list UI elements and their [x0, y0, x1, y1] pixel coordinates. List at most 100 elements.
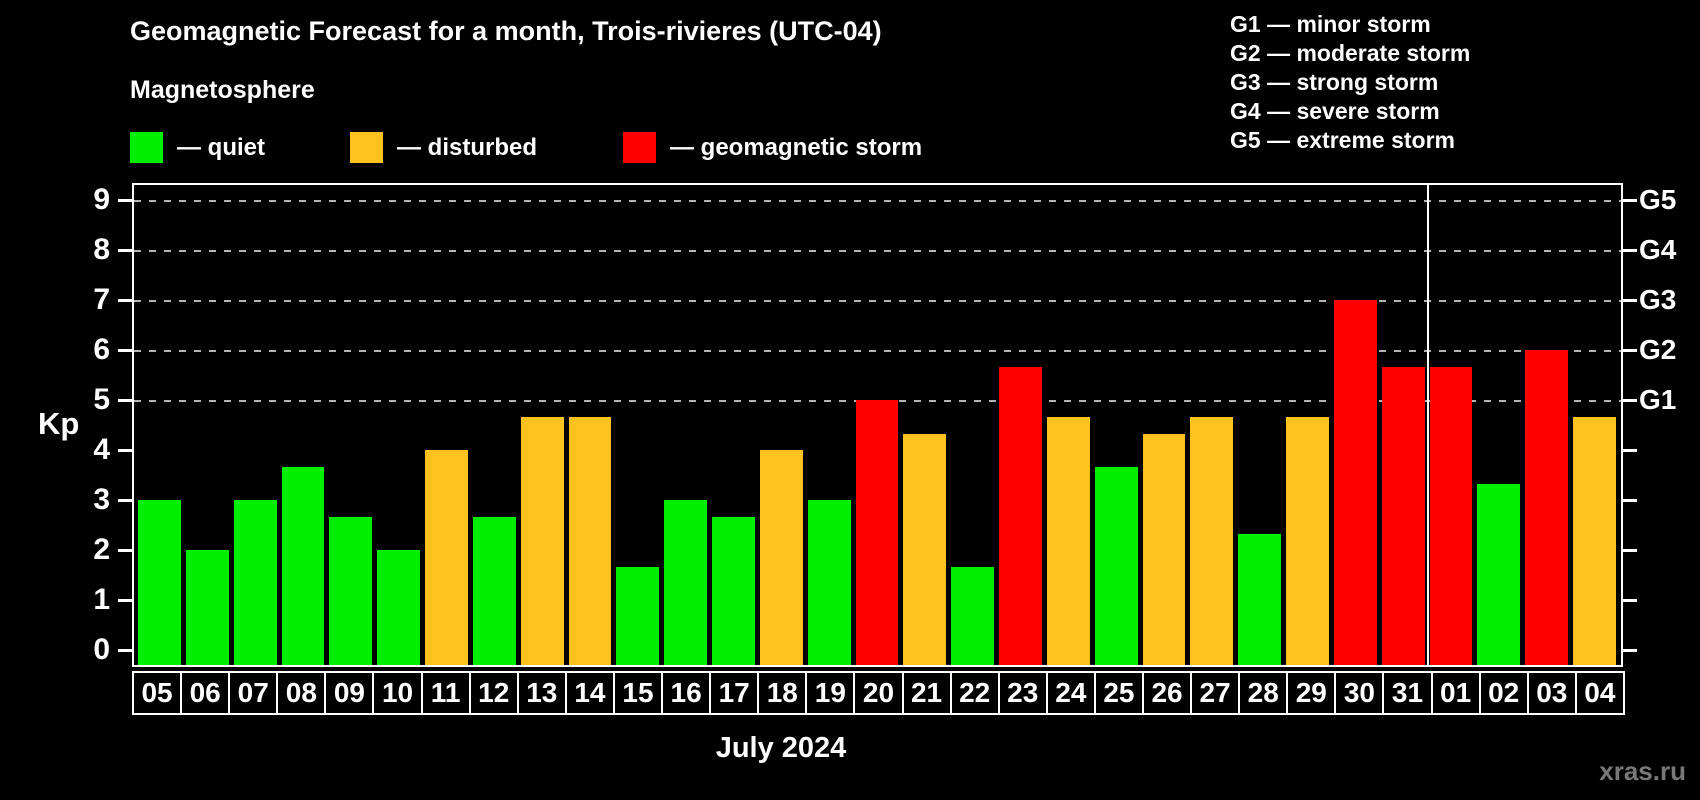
y-tick-left: [118, 349, 132, 352]
watermark: xras.ru: [1599, 756, 1686, 786]
gridline-kp6: [134, 350, 1621, 352]
day-label-box: 15: [612, 671, 664, 715]
day-label-box: 06: [180, 671, 231, 715]
day-label-box: 29: [1286, 671, 1337, 715]
legend-item-disturbed: — disturbed: [350, 132, 537, 163]
kp-bar-day-13: [520, 416, 564, 665]
y-tick-label: 6: [93, 333, 110, 366]
kp-bar-day-31: [1381, 366, 1425, 665]
y-tick-left: [118, 649, 132, 652]
y-tick-left: [118, 299, 132, 302]
day-label-box: 12: [468, 671, 519, 715]
g-axis-label-g2: G2: [1639, 334, 1677, 365]
kp-bar-day-16: [664, 500, 708, 665]
kp-bar-day-17: [712, 516, 755, 665]
kp-bar-day-01: [1429, 366, 1473, 665]
y-tick-right: [1623, 649, 1637, 652]
y-tick-right: [1623, 549, 1637, 552]
kp-bar-day-21: [903, 433, 947, 665]
kp-bar-day-22: [951, 566, 995, 665]
kp-bar-day-09: [329, 516, 373, 665]
kp-bar-day-05: [138, 500, 181, 665]
day-label-box: 01: [1430, 671, 1481, 715]
day-label-box: 11: [420, 671, 471, 715]
chart-subtitle: Magnetosphere: [130, 76, 315, 104]
g-scale-legend-line: G4 — severe storm: [1230, 98, 1440, 124]
day-label-box: 22: [949, 671, 1000, 715]
y-tick-label: 0: [93, 633, 110, 666]
kp-bar-day-29: [1286, 416, 1329, 665]
day-label-box: 31: [1382, 671, 1433, 715]
y-tick-left: [118, 249, 132, 252]
day-label-box: 26: [1141, 671, 1193, 715]
g-scale-legend-line: G5 — extreme storm: [1230, 127, 1455, 153]
day-label-box: 27: [1190, 671, 1241, 715]
kp-bar-day-12: [472, 516, 516, 665]
g-axis-label-g5: G5: [1639, 184, 1677, 215]
day-label-box: 28: [1238, 671, 1289, 715]
gridline-kp9: [134, 200, 1621, 202]
day-label-box: 04: [1574, 671, 1625, 715]
g-scale-legend-line: G1 — minor storm: [1230, 11, 1431, 37]
kp-bar-day-02: [1477, 483, 1521, 665]
kp-bar-day-10: [377, 550, 421, 665]
y-axis-label: Kp: [38, 406, 80, 441]
legend-label: — quiet: [177, 133, 265, 161]
month-label: July 2024: [715, 732, 847, 764]
y-tick-left: [118, 199, 132, 202]
day-label-box: 21: [901, 671, 952, 715]
y-tick-left: [118, 499, 132, 502]
kp-bar-day-06: [185, 550, 229, 665]
y-tick-right: [1623, 399, 1637, 402]
y-tick-left: [118, 449, 132, 452]
day-label-box: 14: [564, 671, 615, 715]
kp-bar-day-23: [999, 366, 1042, 665]
kp-bar-day-25: [1094, 466, 1138, 665]
kp-bar-day-15: [616, 566, 660, 665]
x-axis-day-labels: 05 06 07 08 09 10 11 12 13 14 15 16 17 18 19 20 21 22 23 24…: [132, 671, 1625, 715]
kp-bar-day-26: [1142, 433, 1186, 665]
y-tick-right: [1623, 199, 1637, 202]
y-tick-right: [1623, 599, 1637, 602]
y-tick-label: 5: [93, 383, 110, 416]
day-label-box: 18: [757, 671, 808, 715]
month-separator-line: [1426, 185, 1429, 665]
day-label-box: 10: [372, 671, 423, 715]
y-tick-right: [1623, 249, 1637, 252]
day-label-box: 25: [1093, 671, 1144, 715]
kp-bar-day-18: [759, 450, 803, 665]
quiet-swatch-icon: [130, 132, 163, 163]
legend-item-quiet: — quiet: [130, 132, 265, 163]
y-tick-right: [1623, 449, 1637, 452]
y-tick-left: [118, 599, 132, 602]
day-label-box: 13: [516, 671, 567, 715]
kp-bar-day-20: [855, 400, 899, 665]
legend-label: — geomagnetic storm: [670, 133, 923, 161]
kp-bar-day-07: [233, 500, 277, 665]
day-label-box: 24: [1045, 671, 1096, 715]
kp-bar-day-27: [1190, 416, 1234, 665]
kp-bar-day-08: [281, 466, 325, 665]
g-axis-label-g4: G4: [1639, 234, 1677, 265]
day-label-box: 19: [805, 671, 856, 715]
y-tick-label: 9: [93, 183, 110, 216]
day-label-box: 03: [1526, 671, 1577, 715]
y-tick-label: 4: [93, 433, 110, 466]
legend-label: — disturbed: [397, 133, 538, 161]
kp-bar-day-28: [1238, 533, 1282, 665]
day-label-box: 16: [661, 671, 712, 715]
y-tick-label: 3: [93, 483, 110, 516]
plot-area: [118, 183, 1637, 667]
y-tick-label: 7: [93, 283, 110, 316]
gridline-kp8: [134, 250, 1621, 252]
day-label-box: 17: [709, 671, 760, 715]
disturbed-swatch-icon: [350, 132, 383, 163]
legend-item-storm: — geomagnetic storm: [623, 132, 922, 163]
y-tick-label: 1: [93, 583, 110, 616]
y-tick-right: [1623, 499, 1637, 502]
day-label-box: 02: [1478, 671, 1529, 715]
day-label-box: 08: [276, 671, 327, 715]
chart-title: Geomagnetic Forecast for a month, Trois-…: [130, 16, 882, 46]
y-tick-label: 8: [93, 233, 110, 266]
